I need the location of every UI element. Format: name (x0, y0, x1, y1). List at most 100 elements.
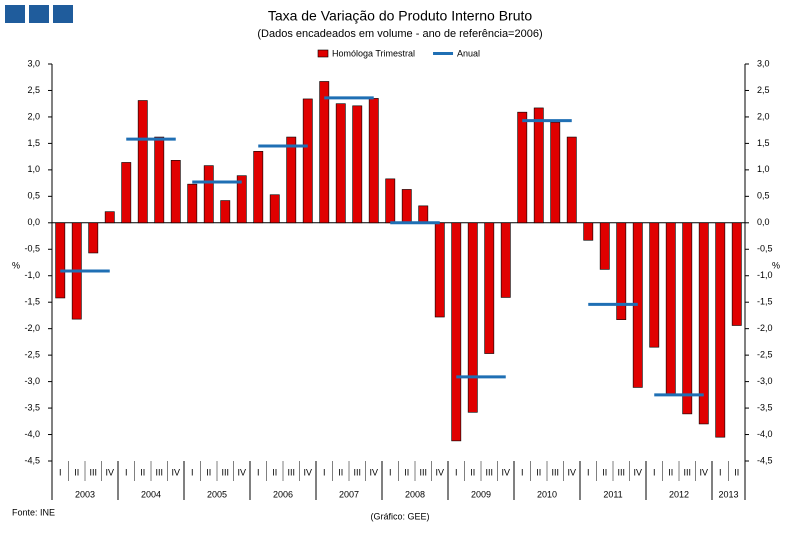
y2-axis-label: % (772, 260, 780, 270)
bar (649, 222, 660, 348)
bar (599, 222, 610, 270)
group-label: 2006 (273, 489, 293, 499)
bar (418, 205, 429, 224)
bar (302, 98, 313, 224)
bar (566, 136, 577, 224)
group-label: 2003 (75, 489, 95, 499)
bar (55, 222, 66, 299)
group-label: 2013 (718, 489, 738, 499)
bar (88, 222, 99, 254)
y2-tick-label: 0,5 (757, 191, 770, 201)
y-tick-label: 1,5 (27, 138, 40, 148)
x-tick-label: III (617, 467, 625, 477)
group-label: 2010 (537, 489, 557, 499)
y2-tick-label: -1,5 (757, 297, 773, 307)
y-axis-label: % (12, 260, 20, 270)
y2-tick-label: -1,0 (757, 270, 773, 280)
bar (203, 165, 214, 224)
legend-swatch (317, 49, 329, 58)
x-tick-label: I (257, 467, 260, 477)
x-tick-label: II (602, 467, 607, 477)
bar (731, 222, 742, 326)
y-tick-label: -4,5 (24, 455, 40, 465)
y2-tick-label: -4,5 (757, 455, 773, 465)
x-tick-label: II (338, 467, 343, 477)
y2-tick-label: -4,0 (757, 429, 773, 439)
bar (385, 178, 396, 224)
bar (698, 222, 709, 425)
bar (401, 189, 412, 224)
bar (550, 121, 561, 224)
x-tick-label: I (323, 467, 326, 477)
y2-tick-label: -2,5 (757, 350, 773, 360)
x-tick-label: III (485, 467, 493, 477)
x-tick-label: I (59, 467, 62, 477)
x-tick-label: III (683, 467, 691, 477)
x-tick-label: I (653, 467, 656, 477)
y2-tick-label: -2,0 (757, 323, 773, 333)
x-tick-label: III (353, 467, 361, 477)
bar (352, 105, 363, 224)
bar (220, 200, 231, 224)
x-tick-label: III (287, 467, 295, 477)
y-tick-label: -2,0 (24, 323, 40, 333)
y2-tick-label: 2,0 (757, 111, 770, 121)
bar (451, 222, 462, 442)
x-tick-label: III (221, 467, 229, 477)
bar (517, 111, 528, 224)
y-tick-label: -3,5 (24, 402, 40, 412)
y-tick-label: -0,5 (24, 244, 40, 254)
y-tick-label: 2,0 (27, 111, 40, 121)
bar (715, 222, 726, 438)
x-tick-label: IV (633, 467, 642, 477)
x-tick-label: II (470, 467, 475, 477)
group-label: 2011 (603, 489, 622, 499)
y-tick-label: -1,5 (24, 297, 40, 307)
x-tick-label: III (551, 467, 559, 477)
bar (665, 222, 676, 395)
y-tick-label: 2,5 (27, 85, 40, 95)
y-tick-label: 0,5 (27, 191, 40, 201)
bar (269, 194, 280, 224)
group-label: 2009 (471, 489, 491, 499)
bar (583, 222, 594, 241)
x-tick-label: III (89, 467, 97, 477)
bar (104, 211, 115, 224)
bar (335, 103, 346, 224)
x-tick-label: I (125, 467, 128, 477)
y2-tick-label: 0,0 (757, 217, 770, 227)
y2-tick-label: 1,0 (757, 164, 770, 174)
bar (236, 175, 247, 224)
x-tick-label: IV (567, 467, 576, 477)
bar (137, 100, 148, 224)
x-tick-label: II (668, 467, 673, 477)
chart-subtitle: (Dados encadeados em volume - ano de ref… (257, 28, 542, 40)
y2-tick-label: 2,5 (757, 85, 770, 95)
logo (29, 5, 49, 23)
bar (121, 162, 132, 224)
y2-tick-label: -0,5 (757, 244, 773, 254)
x-tick-label: I (719, 467, 722, 477)
x-tick-label: III (155, 467, 163, 477)
y-tick-label: -4,0 (24, 429, 40, 439)
bar (170, 160, 181, 224)
logo (5, 5, 25, 23)
bar (286, 136, 297, 224)
bar (434, 222, 445, 318)
legend-label: Anual (457, 48, 480, 58)
x-tick-label: II (74, 467, 79, 477)
y2-tick-label: -3,0 (757, 376, 773, 386)
legend-label: Homóloga Trimestral (332, 48, 415, 58)
y-tick-label: 3,0 (27, 58, 40, 68)
logo (53, 5, 73, 23)
bar (319, 81, 330, 224)
x-tick-label: IV (369, 467, 378, 477)
bar (616, 222, 627, 320)
y-tick-label: -2,5 (24, 350, 40, 360)
group-label: 2007 (339, 489, 359, 499)
x-tick-label: IV (303, 467, 312, 477)
x-tick-label: II (272, 467, 277, 477)
y-tick-label: 1,0 (27, 164, 40, 174)
x-tick-label: II (734, 467, 739, 477)
